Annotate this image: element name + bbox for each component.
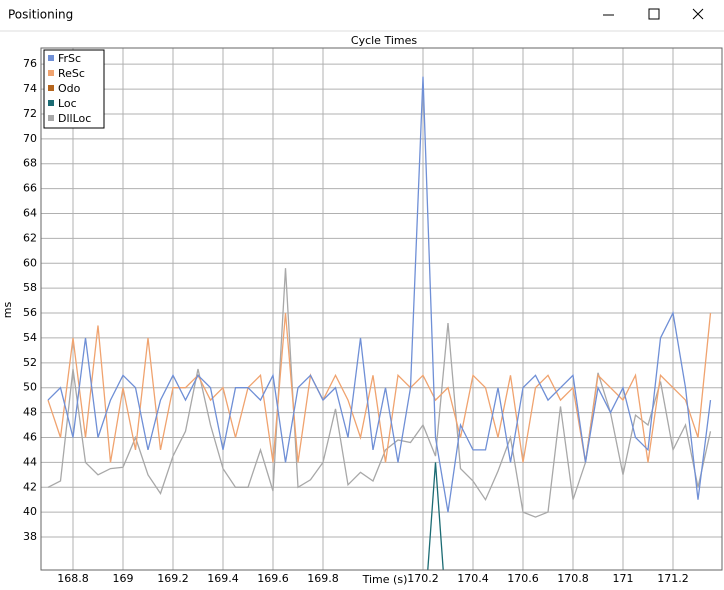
legend-swatch: [48, 85, 54, 91]
y-tick-label: 62: [23, 231, 37, 244]
x-tick-label: 168.8: [57, 572, 89, 585]
y-tick-label: 54: [23, 331, 37, 344]
y-tick-label: 44: [23, 455, 37, 468]
y-tick-label: 46: [23, 430, 37, 443]
x-tick-label: 169.8: [307, 572, 339, 585]
x-tick-label: 169.4: [207, 572, 239, 585]
y-tick-label: 50: [23, 381, 37, 394]
legend-swatch: [48, 100, 54, 106]
series-line: [47, 268, 712, 518]
legend-swatch: [48, 70, 54, 76]
y-tick-label: 68: [23, 157, 37, 170]
plot: [47, 76, 712, 570]
window-title: Positioning: [8, 8, 73, 22]
y-tick-label: 66: [23, 182, 37, 195]
series-line: [47, 76, 712, 513]
grid: [41, 48, 722, 570]
maximize-button[interactable]: [648, 8, 660, 20]
legend-label: Odo: [58, 82, 81, 95]
y-tick-label: 56: [23, 306, 37, 319]
y-tick-label: 52: [23, 356, 37, 369]
legend-swatch: [48, 115, 54, 121]
y-axis-label: ms: [1, 302, 14, 319]
legend-label: Loc: [58, 97, 77, 110]
y-tick-label: 74: [23, 82, 37, 95]
legend-label: FrSc: [58, 52, 81, 65]
legend-swatch: [48, 55, 54, 61]
x-axis-label: Time (s): [362, 573, 408, 586]
series-line: [427, 462, 444, 570]
y-tick-label: 70: [23, 132, 37, 145]
x-tick-label: 170.8: [557, 572, 589, 585]
y-tick-label: 38: [23, 530, 37, 543]
y-tick-label: 64: [23, 206, 37, 219]
y-tick-label: 58: [23, 281, 37, 294]
x-tick-label: 170.6: [507, 572, 539, 585]
y-tick-label: 76: [23, 57, 37, 70]
y-tick-label: 60: [23, 256, 37, 269]
legend-label: DllLoc: [58, 112, 91, 125]
x-tick-label: 171.2: [657, 572, 689, 585]
y-tick-label: 40: [23, 505, 37, 518]
close-button[interactable]: [692, 8, 704, 20]
chart-title: Cycle Times: [351, 34, 417, 47]
x-tick-label: 169.2: [157, 572, 189, 585]
y-tick-label: 72: [23, 107, 37, 120]
y-tick-label: 42: [23, 480, 37, 493]
legend: FrSc ReSc Odo Loc DllLoc: [43, 49, 105, 129]
y-tick-label: 48: [23, 406, 37, 419]
x-tick-label: 171: [613, 572, 634, 585]
x-tick-label: 169.6: [257, 572, 289, 585]
x-tick-label: 169: [113, 572, 134, 585]
x-tick-label: 170.2: [407, 572, 439, 585]
plot-frame: [40, 47, 723, 571]
legend-label: ReSc: [58, 67, 85, 80]
x-tick-label: 170.4: [457, 572, 489, 585]
